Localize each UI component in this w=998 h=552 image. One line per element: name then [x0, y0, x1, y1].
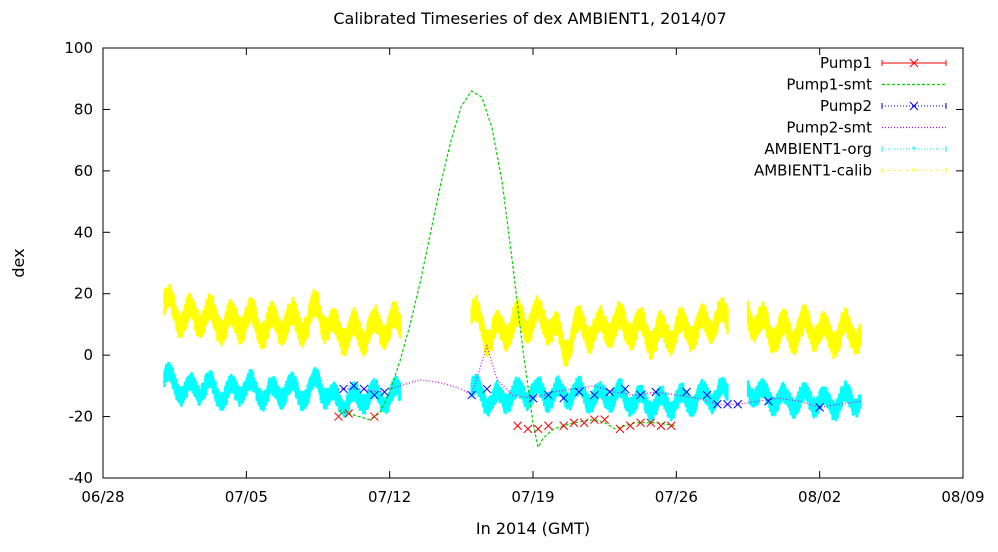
series-pump2-point [712, 399, 722, 409]
series-pump2-point [380, 387, 389, 397]
legend-label: Pump1-smt [786, 76, 872, 94]
chart-title: Calibrated Timeseries of dex AMBIENT1, 2… [333, 9, 726, 28]
series-pump1-point [559, 421, 569, 431]
x-tick-label: 08/02 [798, 488, 841, 506]
series-pump2-point [651, 387, 661, 397]
series-pump2-point [349, 381, 359, 391]
legend-marker [909, 101, 919, 111]
y-tick-label: -20 [69, 408, 94, 426]
series-layer [163, 90, 862, 450]
series-pump2-smt-line [338, 343, 861, 409]
series-pump2-point [764, 396, 773, 406]
series-pump2-point [467, 390, 476, 400]
legend-label: AMBIENT1-calib [754, 162, 872, 180]
series-pump2-point [544, 390, 553, 400]
series-pump2-point [682, 387, 691, 397]
series-pump1-point [344, 409, 354, 418]
series-pump1-point [579, 418, 589, 428]
series-pump1-point [513, 421, 522, 431]
series-pump1-point [369, 412, 379, 421]
series-pump1-point [533, 424, 543, 434]
series-pump2-point [815, 403, 825, 412]
legend-label: AMBIENT1-org [764, 140, 872, 158]
legend-marker [909, 58, 919, 68]
y-axis-ticks: -40 -20 0 20 40 60 80 100 [64, 39, 963, 487]
series-pump2-point [620, 384, 630, 394]
legend-label: Pump1 [820, 54, 872, 72]
series-pump2-point [339, 384, 348, 394]
series-pump2-point [723, 399, 732, 409]
x-tick-label: 07/12 [368, 488, 411, 506]
series-pump2-point [482, 384, 492, 394]
series-pump2-point [733, 399, 743, 409]
series-pump1-point [646, 418, 656, 428]
series-pump1-point [615, 424, 625, 434]
series-pump2-point [590, 390, 599, 400]
x-axis-ticks: 06/28 07/05 07/12 07/19 07/26 08/02 08/09 [81, 48, 985, 506]
series-pump2-point [359, 384, 369, 394]
series-pump1-point [569, 418, 579, 428]
series-ambient1-calib-band [163, 283, 862, 367]
series-pump2-point [702, 390, 712, 400]
y-tick-label: 20 [74, 285, 93, 303]
y-tick-label: 100 [64, 39, 93, 57]
series-pump2-point [574, 387, 584, 397]
legend-label: Pump2 [820, 97, 872, 115]
x-tick-label: 07/26 [655, 488, 698, 506]
x-tick-label: 07/19 [511, 488, 554, 506]
y-tick-label: 80 [74, 100, 93, 118]
legend-marker: * [912, 145, 917, 156]
y-tick-label: 40 [74, 223, 93, 241]
y-tick-label: 60 [74, 162, 93, 180]
legend: Pump1 Pump1-smt Pump2 Pump2-smt AMBIENT1-org… [754, 54, 947, 180]
series-pump1-point [334, 412, 343, 421]
series-pump1-point [636, 418, 645, 428]
x-tick-label: 06/28 [81, 488, 124, 506]
series-pump1-point [666, 421, 676, 431]
x-tick-label: 07/05 [225, 488, 268, 506]
series-pump1-point [590, 415, 599, 424]
series-pump1-smt-line [338, 90, 677, 450]
series-pump1-point [544, 421, 553, 431]
y-axis-label: dex [9, 248, 28, 277]
series-pump1-point [656, 421, 666, 431]
series-pump2-point [369, 390, 379, 400]
series-pump1-point [523, 424, 533, 434]
series-pump2-point [528, 393, 538, 403]
legend-marker: * [912, 167, 917, 178]
series-pump1-point [600, 415, 610, 424]
series-pump2-point [605, 387, 615, 397]
legend-label: Pump2-smt [786, 119, 872, 137]
x-tick-label: 08/09 [941, 488, 984, 506]
y-tick-label: 0 [83, 346, 93, 364]
y-tick-label: -40 [69, 469, 94, 487]
series-pump1-point [625, 421, 635, 431]
x-axis-label: In 2014 (GMT) [476, 519, 590, 538]
series-pump2-point [636, 390, 645, 400]
series-pump2-point [559, 393, 569, 403]
series-ambient1-org-band [163, 362, 862, 423]
